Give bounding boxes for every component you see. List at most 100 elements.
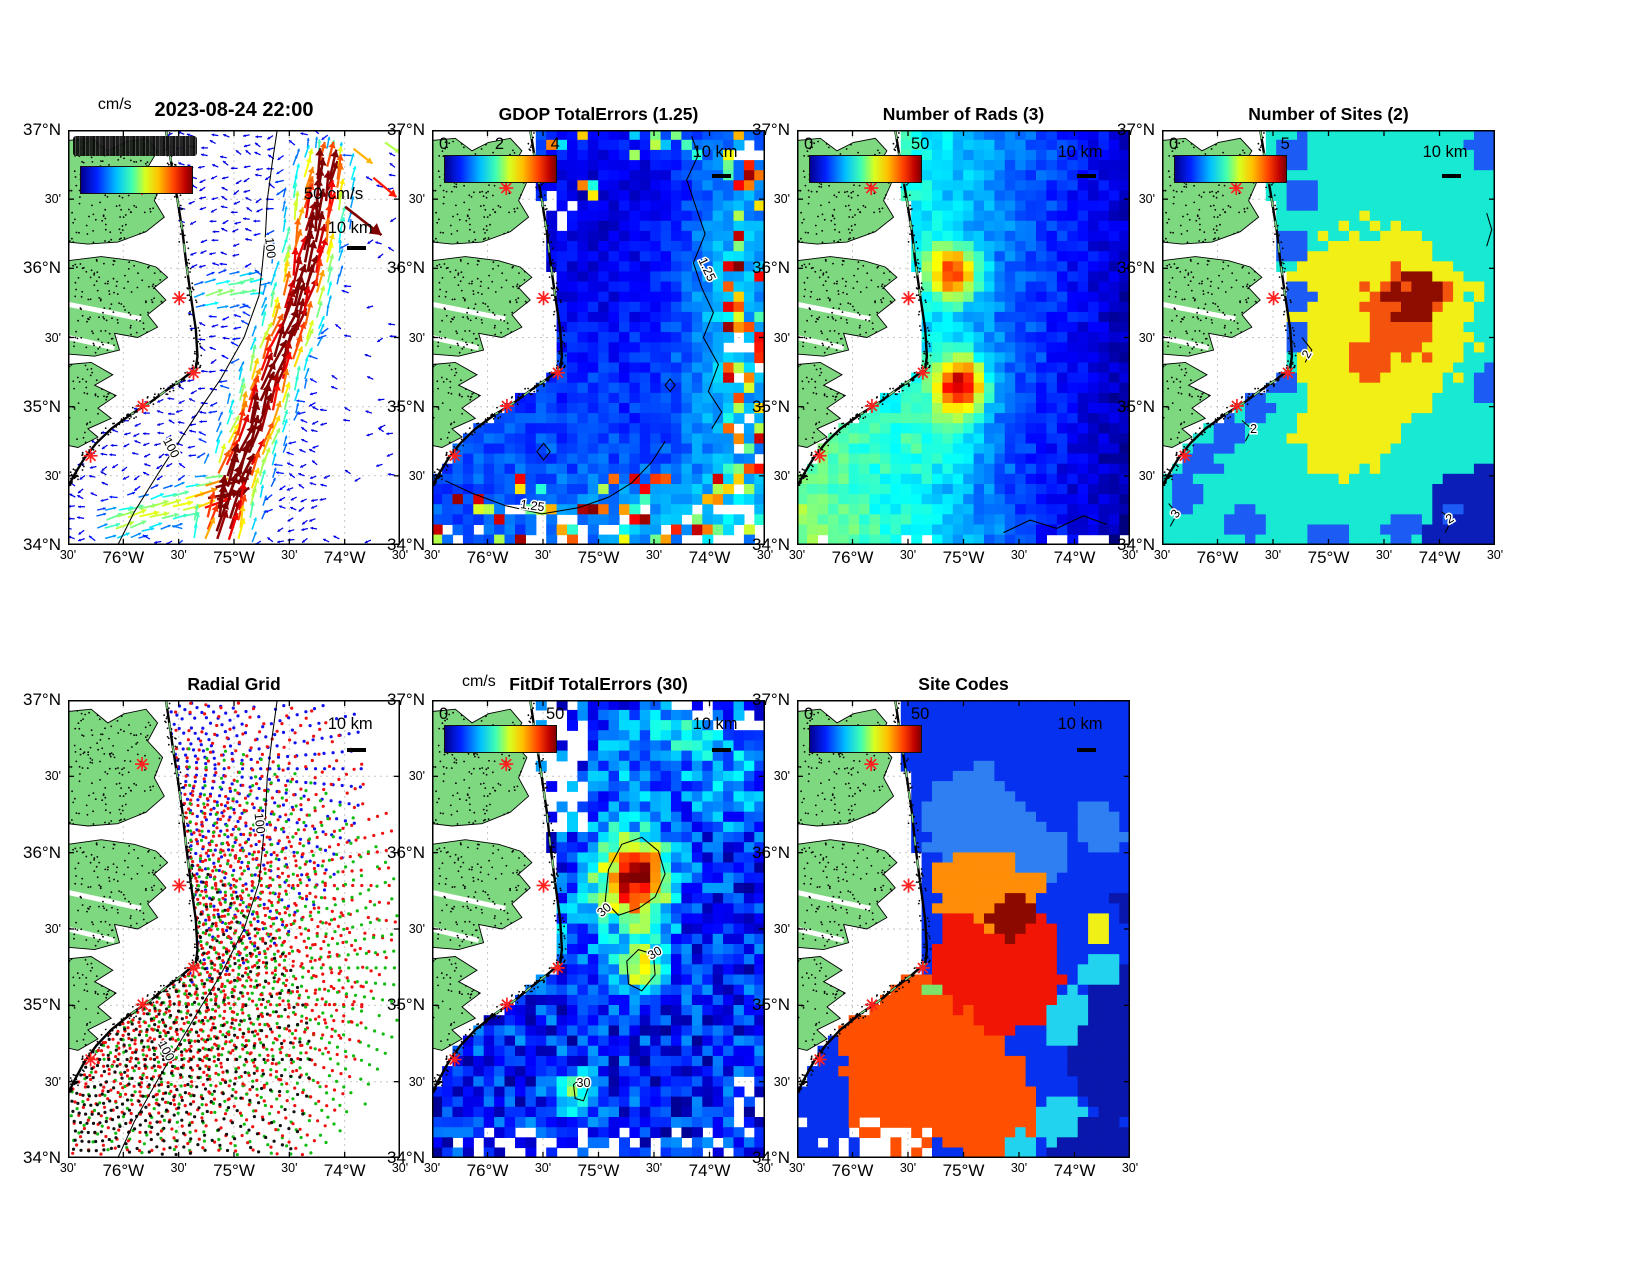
panel-gdop: GDOP TotalErrors (1.25) 37°N 30' 36°N 30' 35… (387, 104, 773, 567)
y-axis-tick-label: 34°N (387, 535, 425, 554)
x-axis-labels: 30' 76°W 30' 75°W 30' 74°W 30' (1154, 545, 1503, 575)
x-axis-tick-label: 76°W (466, 548, 509, 567)
x-axis-tick-label: 30' (170, 548, 187, 562)
y-axis-tick-label: 35°N (23, 995, 61, 1015)
contour-label: 100 (160, 435, 182, 460)
x-axis-labels: 30' 76°W 30' 75°W 30' 74°W 30' (789, 545, 1138, 575)
x-axis-tick-label: 30' (423, 1161, 441, 1175)
site-marker (865, 758, 877, 770)
site-marker (917, 962, 929, 974)
contour-label: 30 (577, 1076, 591, 1090)
x-axis-tick-label: 30' (899, 1161, 917, 1175)
x-axis-tick-label: 76°W (831, 1161, 874, 1180)
colorbar-tick-label: 0 (804, 135, 814, 153)
x-axis-tick-label: 30' (1121, 1161, 1139, 1175)
y-axis-tick-label: 30' (44, 922, 61, 936)
x-axis-tick-label: 30' (59, 548, 77, 562)
y-axis-tick-label: 30' (408, 769, 425, 784)
land-polygon (432, 956, 482, 1051)
reference-vector-label: 50 cm/s (303, 183, 364, 203)
y-axis-labels: 37°N 30' 36°N 30' 35°N 30' 34°N (2, 690, 68, 1167)
colorbar-tick-label: 50 (546, 705, 565, 723)
x-axis-tick-label: 30' (899, 548, 917, 562)
panel-title: Number of Sites (2) (1248, 104, 1409, 124)
x-axis-tick-label: 75°W (577, 1161, 620, 1180)
y-axis-tick-label: 34°N (752, 535, 790, 554)
land-polygon (68, 361, 117, 448)
colorbar-ticks: 0 50 (439, 705, 564, 723)
contour-label: 100 (252, 812, 268, 834)
x-axis-tick-label: 75°W (213, 1161, 255, 1180)
site-marker (538, 292, 550, 304)
x-axis-tick-label: 30' (788, 548, 806, 562)
y-axis-tick-label: 35°N (23, 396, 61, 416)
x-axis-labels: 30' 76°W 30' 75°W 30' 74°W 30' (60, 1158, 408, 1188)
y-axis-tick-label: 35°N (752, 995, 790, 1015)
y-axis-tick-label: 35°N (1117, 396, 1155, 416)
site-marker (85, 450, 97, 462)
y-axis-tick-label: 36°N (752, 258, 790, 278)
x-axis-tick-label: 30' (1264, 548, 1282, 562)
x-axis-tick-label: 30' (391, 1161, 409, 1175)
colorbar-tick-label: 50 (911, 135, 930, 153)
x-axis-tick-label: 30' (534, 1161, 552, 1175)
land-polygon (432, 361, 482, 448)
barrier-island-coastline (68, 700, 199, 1095)
x-axis-tick-label: 30' (645, 1161, 663, 1175)
y-axis-tick-label: 36°N (387, 258, 425, 278)
site-marker (903, 879, 915, 892)
site-marker (814, 1053, 826, 1066)
site-marker (866, 400, 878, 412)
y-axis-tick-label: 34°N (752, 1148, 790, 1167)
map-plot: 1.25 1.25 0 2 4 10 km (432, 130, 765, 545)
scale-bar (1076, 748, 1096, 753)
contour-label: 1.25 (519, 497, 545, 514)
site-marker (500, 182, 512, 194)
y-axis-tick-label: 34°N (387, 1148, 425, 1167)
site-marker (814, 450, 826, 462)
x-axis-tick-label: 30' (391, 548, 409, 562)
site-marker (136, 758, 148, 770)
land-polygon (797, 956, 847, 1051)
x-axis-tick-label: 76°W (102, 1161, 145, 1180)
map-plot: 100 100 cm/s 50 cm/s 10 km (68, 96, 400, 545)
panel-radial-grid: Radial Grid 37°N 30' 36°N 30' 35°N 30' 34°N 30… (23, 674, 408, 1180)
barrier-island-coastline (432, 700, 564, 1095)
x-axis-tick-label: 75°W (1307, 548, 1350, 567)
colorbar-tick-label: 5 (1280, 135, 1290, 153)
y-axis-tick-label: 30' (1138, 468, 1155, 483)
gdop-heatmap: 1.251.25 (432, 130, 765, 545)
x-axis-tick-label: 30' (1153, 548, 1171, 562)
y-axis-tick-label: 36°N (1117, 258, 1155, 278)
x-axis-tick-label: 30' (59, 1161, 77, 1175)
panel-num-rads: Number of Rads (3) 37°N 30' 36°N 30' 35°N 30'… (752, 104, 1138, 567)
colorbar (79, 166, 193, 194)
colorbar-ticks: 0 2 4 (439, 135, 560, 153)
y-axis-tick-label: 30' (408, 468, 425, 483)
contour-label: 2 (1250, 422, 1257, 436)
y-axis-tick-label: 30' (1138, 330, 1155, 345)
y-axis-tick-label: 30' (1138, 192, 1155, 207)
y-axis-tick-label: 30' (44, 1074, 61, 1089)
site-marker (501, 400, 513, 412)
colorbar-tick-label: 50 (911, 705, 930, 723)
site-marker (187, 962, 200, 974)
scale-bar (346, 246, 366, 251)
y-axis-tick-label: 30' (408, 192, 425, 207)
x-axis-tick-label: 30' (170, 1161, 187, 1175)
x-axis-tick-label: 76°W (1196, 548, 1239, 567)
y-axis-tick-label: 34°N (23, 1148, 61, 1167)
site-marker (187, 367, 200, 379)
site-marker (552, 367, 564, 379)
y-axis-tick-label: 37°N (23, 690, 61, 709)
y-axis-labels: 37°N 30' 36°N 30' 35°N 30' 34°N (2, 120, 68, 554)
land-polygon (797, 361, 847, 448)
map-plot: 100 100 10 km (68, 700, 400, 1158)
colorbar-ticks: 0 50 (804, 135, 929, 153)
y-axis-tick-label: 37°N (752, 120, 790, 139)
x-axis-tick-label: 74°W (688, 548, 731, 567)
site-marker (1179, 450, 1191, 462)
